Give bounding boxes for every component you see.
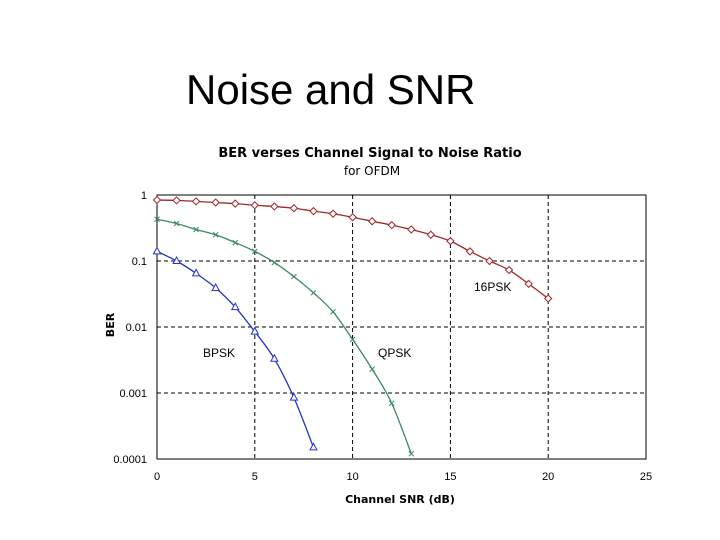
data-point-qpsk <box>310 289 317 296</box>
data-point-16psk <box>289 204 299 213</box>
chart-title: BER verses Channel Signal to Noise Ratio <box>218 146 521 161</box>
series-label-qpsk: QPSK <box>378 346 411 360</box>
data-point-bpsk <box>270 353 279 362</box>
y-tick-labels: 1 0.1 0.01 0.001 0.0001 <box>113 190 147 466</box>
y-tick-label: 0.1 <box>132 256 147 268</box>
chart-subtitle: for OFDM <box>344 164 400 178</box>
series-label-16psk: 16PSK <box>474 280 511 294</box>
series-group <box>152 195 553 457</box>
data-point-16psk <box>191 197 201 206</box>
data-point-16psk <box>485 256 494 266</box>
data-point-bpsk <box>191 268 201 277</box>
data-point-bpsk <box>152 246 162 255</box>
data-point-16psk <box>407 225 416 234</box>
y-tick-label: 0.001 <box>119 388 147 400</box>
data-point-16psk <box>426 230 436 239</box>
data-point-qpsk <box>251 248 258 255</box>
data-point-16psk <box>387 220 396 230</box>
data-point-16psk <box>152 195 162 205</box>
x-tick-label: 10 <box>346 471 358 483</box>
series-line-qpsk <box>156 218 412 455</box>
data-point-16psk <box>270 202 279 211</box>
data-point-bpsk <box>250 326 260 335</box>
data-point-16psk <box>524 279 533 289</box>
data-point-16psk <box>309 206 318 216</box>
grid-lines <box>157 195 646 459</box>
x-tick-label: 5 <box>252 471 258 483</box>
data-point-16psk <box>231 199 240 208</box>
plot-frame <box>156 194 647 460</box>
data-point-16psk <box>367 217 377 226</box>
series-line-bpsk <box>156 250 315 448</box>
data-point-16psk <box>172 196 181 205</box>
slide-title: Noise and SNR <box>186 66 476 113</box>
data-point-16psk <box>504 265 514 275</box>
data-point-16psk <box>328 209 338 218</box>
data-point-qpsk <box>232 239 239 246</box>
data-point-qpsk <box>330 308 336 315</box>
data-point-bpsk <box>230 302 240 311</box>
data-point-bpsk <box>309 442 318 451</box>
data-point-qpsk <box>408 450 415 457</box>
x-axis-label: Channel SNR (dB) <box>345 493 455 506</box>
data-point-qpsk <box>193 226 199 233</box>
data-point-qpsk <box>388 400 395 407</box>
data-point-qpsk <box>154 216 160 223</box>
data-point-qpsk <box>212 231 219 238</box>
x-tick-label: 20 <box>542 471 554 483</box>
data-point-qpsk <box>291 273 297 280</box>
x-tick-label: 0 <box>154 471 160 483</box>
y-axis-label: BER <box>104 312 117 337</box>
data-point-16psk <box>446 236 455 246</box>
data-point-qpsk <box>369 366 376 372</box>
series-markers-qpsk <box>154 216 415 457</box>
x-tick-label: 15 <box>444 471 456 483</box>
data-point-qpsk <box>271 259 278 266</box>
data-point-bpsk <box>211 282 221 291</box>
data-point-qpsk <box>349 336 356 343</box>
y-tick-label: 0.01 <box>126 322 147 334</box>
data-point-16psk <box>250 201 260 210</box>
data-point-qpsk <box>173 220 180 227</box>
data-point-bpsk <box>289 392 299 401</box>
x-tick-label: 25 <box>640 471 652 483</box>
data-point-bpsk <box>172 255 181 264</box>
y-tick-label: 0.0001 <box>113 454 147 466</box>
x-tick-labels: 0 5 10 15 20 25 <box>154 471 652 483</box>
y-tick-label: 1 <box>141 190 147 202</box>
data-point-16psk <box>348 213 357 222</box>
series-markers-16psk <box>152 195 553 303</box>
series-markers-bpsk <box>152 246 318 451</box>
data-point-16psk <box>465 247 475 256</box>
data-point-16psk <box>211 198 220 207</box>
series-label-bpsk: BPSK <box>203 346 235 360</box>
data-point-16psk <box>543 294 553 303</box>
